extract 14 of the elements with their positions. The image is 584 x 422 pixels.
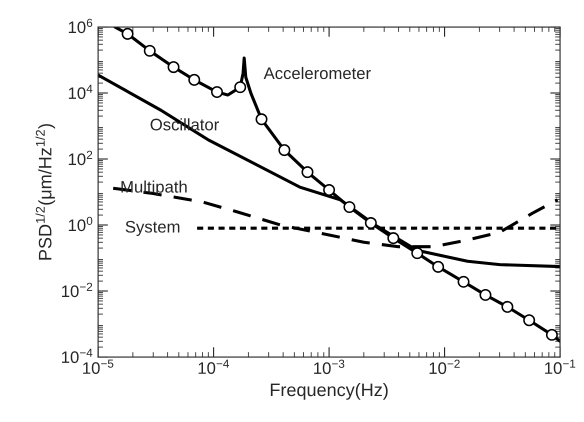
y-tick-label: 10$^{0}$ — [68, 216, 92, 232]
y-tick-label: 10$^{2}$ — [68, 150, 92, 166]
y-tick-label: 10$^{6}$ — [68, 18, 92, 34]
x-tick-label: 10$^{−1}$ — [545, 360, 576, 374]
y-tick-label: 10$^{4}$ — [68, 84, 92, 100]
annotation: Accelerometer — [264, 66, 371, 80]
y-tick-label: 10$^{−2}$ — [62, 282, 92, 298]
x-axis-title: Frequency(Hz) — [270, 382, 388, 400]
x-tick-label: 10$^{−2}$ — [430, 360, 460, 374]
annotation: Multipath — [121, 180, 187, 196]
annotation: System — [126, 220, 180, 236]
x-tick-label: 10$^{−4}$ — [198, 360, 229, 374]
y-axis-title: PSD$^{1/2}$(μm/Hz$^{1/2}$) — [36, 124, 56, 260]
x-tick-label: 10$^{−3}$ — [314, 360, 344, 374]
